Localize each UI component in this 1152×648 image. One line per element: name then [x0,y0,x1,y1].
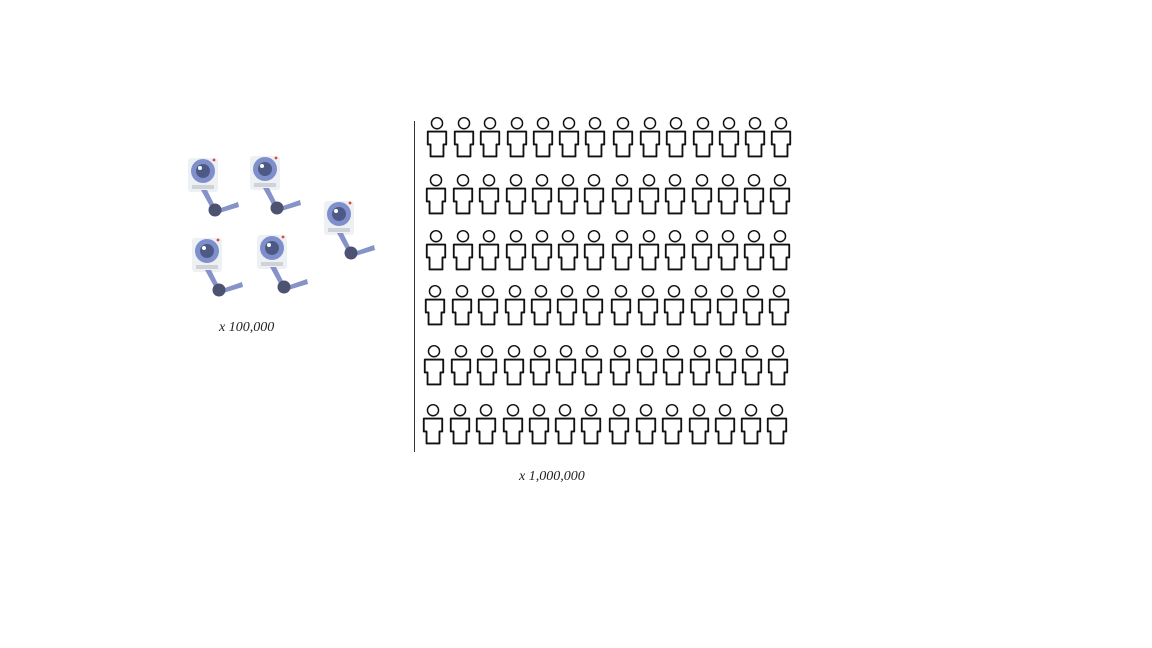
person-icon [506,116,528,158]
person-icon [449,403,471,445]
person-icon [425,173,447,215]
person-icon [504,284,526,326]
person-icon [557,229,579,271]
person-icon-group [422,116,792,445]
person-icon [531,173,553,215]
person-icon [505,229,527,271]
person-icon [743,173,765,215]
person-icon [505,173,527,215]
person-icon [529,344,551,386]
camera-multiplier-label: x 100,000 [219,320,275,335]
person-icon [583,229,605,271]
person-icon [610,284,632,326]
person-icon [530,284,552,326]
person-icon [636,344,658,386]
person-icon [583,173,605,215]
person-icon [637,284,659,326]
person-icon [770,116,792,158]
person-icon [584,116,606,158]
person-icon [769,173,791,215]
person-icon [718,116,740,158]
person-icon [555,344,577,386]
person-icon [663,284,685,326]
person-icon [688,403,710,445]
person-icon [503,344,525,386]
person-icon [452,229,474,271]
person-icon [425,229,447,271]
person-icon [556,284,578,326]
person-icon [743,229,765,271]
person-icon [422,403,444,445]
person-icon [423,344,445,386]
person-icon [638,173,660,215]
person-icon [716,284,738,326]
person-icon [662,344,684,386]
person-icon [715,344,737,386]
person-icon [477,284,499,326]
security-camera-icon [192,238,243,297]
person-icon [692,116,714,158]
person-icon [639,116,661,158]
person-icon [424,284,446,326]
person-icon [453,116,475,158]
security-camera-icon [250,156,301,215]
person-icon [558,116,580,158]
person-icon [767,344,789,386]
person-icon [740,403,762,445]
security-camera-icon [188,158,239,217]
person-multiplier-label: x 1,000,000 [519,469,585,484]
camera-icon-group [188,156,375,297]
person-icon [531,229,553,271]
security-camera-icon [324,201,375,260]
person-icon [664,173,686,215]
person-icon [528,403,550,445]
person-icon [608,403,630,445]
person-icon [532,116,554,158]
person-icon [635,403,657,445]
person-icon [691,229,713,271]
person-icon [742,284,764,326]
person-icon [689,344,711,386]
person-icon [475,403,497,445]
person-icon [638,229,660,271]
person-icon [769,229,791,271]
person-icon [426,116,448,158]
person-icon [479,116,501,158]
person-icon [768,284,790,326]
person-icon [450,344,472,386]
person-icon [451,284,473,326]
person-icon [478,229,500,271]
person-icon [580,403,602,445]
person-icon [609,344,631,386]
person-icon [502,403,524,445]
person-icon [714,403,736,445]
person-icon [661,403,683,445]
person-icon [557,173,579,215]
person-icon [664,229,686,271]
person-icon [690,284,712,326]
person-icon [581,344,603,386]
person-icon [665,116,687,158]
person-icon [478,173,500,215]
person-icon [476,344,498,386]
person-icon [582,284,604,326]
person-icon [611,229,633,271]
person-icon [744,116,766,158]
person-icon [717,229,739,271]
person-icon [717,173,739,215]
person-icon [452,173,474,215]
person-icon [766,403,788,445]
person-icon [691,173,713,215]
person-icon [741,344,763,386]
person-icon [612,116,634,158]
security-camera-icon [257,235,308,294]
person-icon [611,173,633,215]
person-icon [554,403,576,445]
